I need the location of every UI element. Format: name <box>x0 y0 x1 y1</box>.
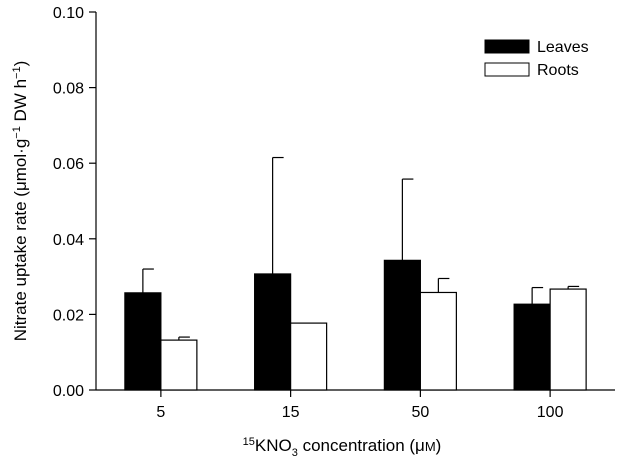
x-tick-label: 5 <box>156 404 165 421</box>
legend-label-leaves: Leaves <box>537 39 589 56</box>
y-tick-label: 0.00 <box>53 383 84 400</box>
bar-leaves <box>124 292 162 391</box>
y-tick-label: 0.06 <box>53 156 84 173</box>
bar-roots <box>549 288 587 391</box>
bars-group <box>124 259 587 391</box>
x-axis-ticks: 5 15 50 100 <box>156 390 564 421</box>
bar-leaves <box>383 259 421 391</box>
bar-leaves <box>513 303 551 391</box>
legend-swatch-roots <box>484 62 530 77</box>
bar-roots <box>290 322 328 391</box>
y-axis-ticks: 0.00 0.02 0.04 0.06 0.08 0.10 <box>53 5 96 400</box>
bar-leaves <box>254 273 292 391</box>
y-tick-label: 0.04 <box>53 232 84 249</box>
x-tick-label: 50 <box>411 404 429 421</box>
error-bars-group <box>142 156 580 341</box>
x-tick-label: 100 <box>537 404 564 421</box>
legend: Leaves Roots <box>484 39 589 79</box>
bar-roots <box>419 291 457 391</box>
x-tick-label: 15 <box>282 404 300 421</box>
y-tick-label: 0.10 <box>53 5 84 22</box>
legend-label-roots: Roots <box>537 62 579 79</box>
y-tick-label: 0.08 <box>53 81 84 98</box>
y-tick-label: 0.02 <box>53 307 84 324</box>
bar-roots <box>160 339 198 391</box>
x-axis-label: 15KNO3 concentration (μM) <box>243 436 442 459</box>
legend-swatch-leaves <box>484 39 530 54</box>
y-axis-label: Nitrate uptake rate (μmol·g−1 DW h−1) <box>11 61 30 342</box>
